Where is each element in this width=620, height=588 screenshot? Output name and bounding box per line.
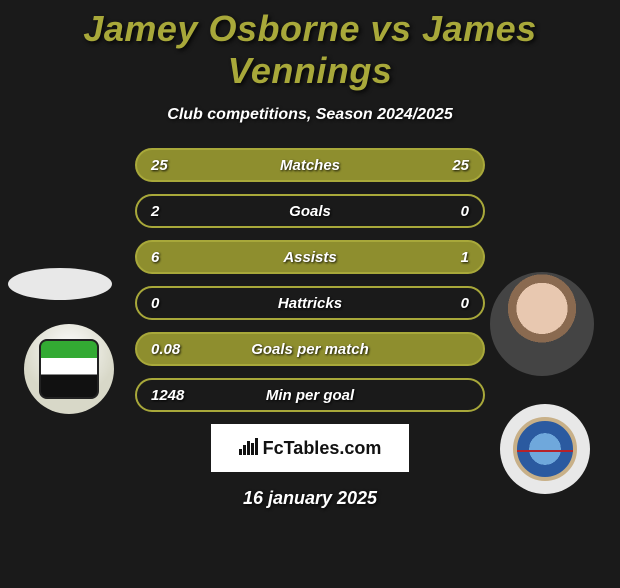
stat-left-value: 0: [151, 295, 201, 312]
player1-name: Jamey Osborne: [83, 8, 360, 49]
stat-label: Min per goal: [201, 387, 419, 404]
date: 16 january 2025: [0, 488, 620, 509]
player1-club-crest: [24, 324, 114, 414]
subtitle: Club competitions, Season 2024/2025: [0, 106, 620, 124]
vs-word: vs: [370, 8, 411, 49]
stats-area: 25Matches252Goals06Assists10Hattricks00.…: [0, 148, 620, 412]
player1-avatar: [8, 268, 112, 300]
stat-row: 0.08Goals per match: [135, 332, 485, 366]
stat-row: 0Hattricks0: [135, 286, 485, 320]
stat-right-value: 25: [419, 157, 469, 174]
stat-right-value: 0: [419, 295, 469, 312]
stat-left-value: 6: [151, 249, 201, 266]
stat-row: 2Goals0: [135, 194, 485, 228]
stat-row: 6Assists1: [135, 240, 485, 274]
stat-left-value: 25: [151, 157, 201, 174]
face-icon: [490, 272, 594, 376]
footer-site: FcTables.com: [263, 438, 382, 459]
stat-left-value: 0.08: [151, 341, 201, 358]
stat-right-value: 1: [419, 249, 469, 266]
comparison-title: Jamey Osborne vs James Vennings: [0, 8, 620, 92]
crest-icon: [513, 417, 577, 481]
stat-label: Hattricks: [201, 295, 419, 312]
footer-attribution: FcTables.com: [211, 424, 409, 472]
player2-avatar: [490, 272, 594, 376]
stat-label: Goals: [201, 203, 419, 220]
stat-label: Matches: [201, 157, 419, 174]
stat-left-value: 1248: [151, 387, 201, 404]
crest-icon: [39, 339, 99, 399]
stat-label: Goals per match: [201, 341, 419, 358]
stat-left-value: 2: [151, 203, 201, 220]
stat-label: Assists: [201, 249, 419, 266]
stat-row: 25Matches25: [135, 148, 485, 182]
chart-icon: [239, 437, 259, 460]
stat-right-value: 0: [419, 203, 469, 220]
stat-row: 1248Min per goal: [135, 378, 485, 412]
player2-club-crest: [500, 404, 590, 494]
